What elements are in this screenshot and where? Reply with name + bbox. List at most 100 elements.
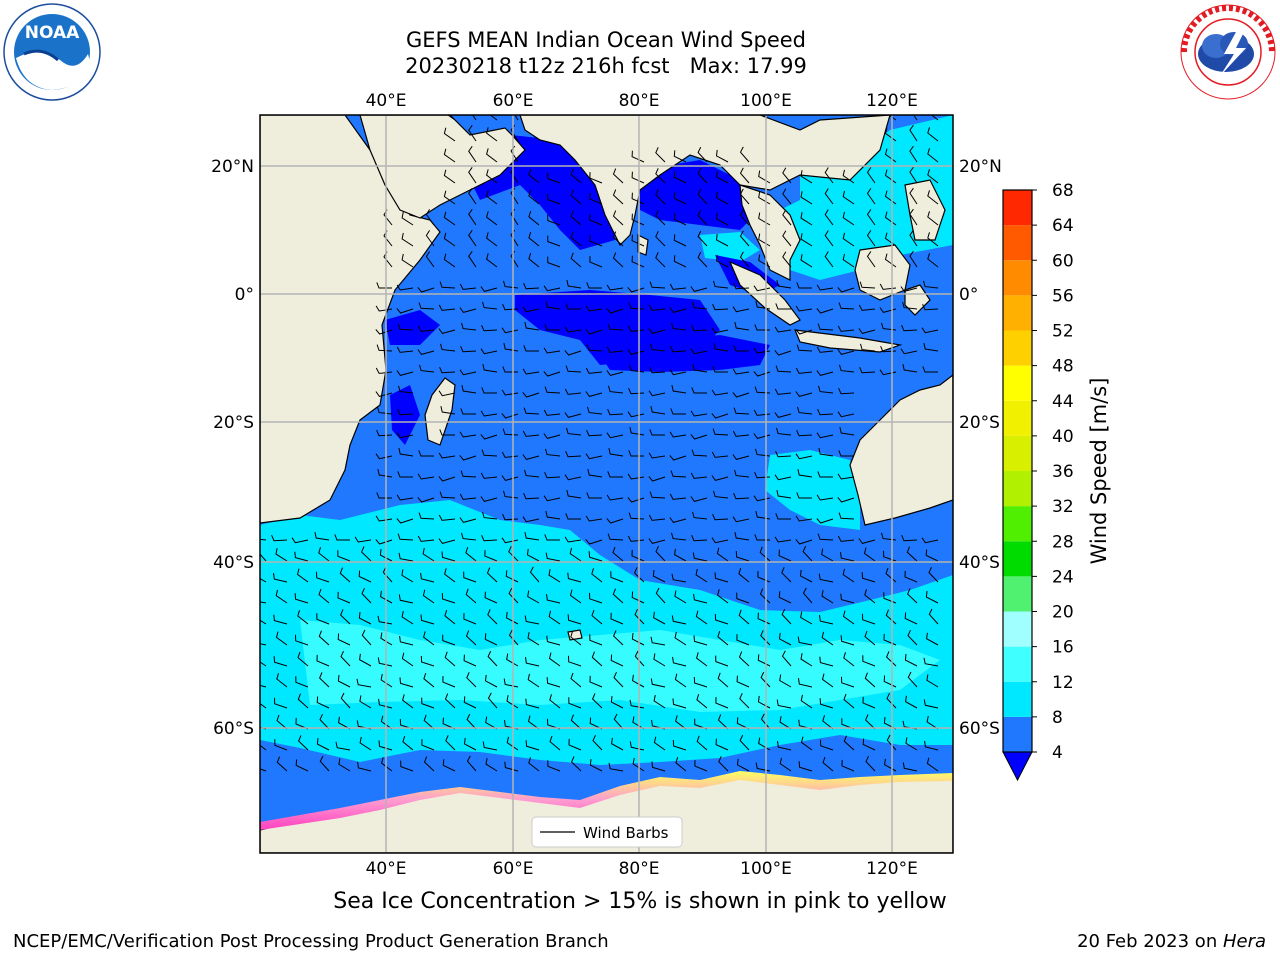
wind-barb xyxy=(669,283,687,290)
wind-barb xyxy=(840,635,855,646)
wind-barb xyxy=(380,632,393,646)
wind-barb xyxy=(273,573,288,583)
wind-barb xyxy=(732,454,750,460)
wind-barb xyxy=(865,714,876,730)
wind-barb xyxy=(585,305,603,312)
colorbar-tick-label: 12 xyxy=(1052,673,1074,693)
wind-barb xyxy=(799,569,813,583)
wind-band-12-16 xyxy=(300,620,940,712)
wind-barb xyxy=(587,406,603,415)
wind-barb xyxy=(354,536,372,543)
wind-barb xyxy=(632,674,645,688)
wind-barb xyxy=(631,591,645,604)
wind-barb xyxy=(739,209,750,226)
colorbar-tick-label: 44 xyxy=(1052,392,1074,412)
wind-barb xyxy=(466,713,477,730)
wind-barb xyxy=(648,390,666,397)
wind-barb xyxy=(839,364,855,373)
wind-barb xyxy=(819,698,834,709)
wind-barb xyxy=(438,390,456,397)
wind-barb xyxy=(425,230,435,247)
wind-barb xyxy=(631,549,645,562)
wind-barb xyxy=(585,515,603,522)
wind-barb xyxy=(774,350,792,356)
wind-barb xyxy=(589,214,603,226)
colorbar-tick-label: 16 xyxy=(1052,638,1074,658)
wind-barb xyxy=(673,255,687,268)
wind-barb xyxy=(800,653,813,667)
wind-barb xyxy=(716,547,729,562)
wind-barb xyxy=(508,629,519,646)
wind-barb xyxy=(525,740,540,751)
land-sri-lanka xyxy=(637,234,649,256)
wind-barb xyxy=(612,168,624,184)
wind-barb xyxy=(589,634,603,646)
wind-barb xyxy=(463,696,477,709)
wind-barb xyxy=(631,633,645,646)
wind-barb xyxy=(545,448,561,457)
wind-barb xyxy=(443,127,456,142)
wind-barb xyxy=(544,472,561,479)
wind-barb xyxy=(418,450,434,457)
wind-barb xyxy=(545,552,561,562)
wind-barb xyxy=(610,696,624,709)
wind-barb xyxy=(439,281,456,289)
wind-barb xyxy=(439,367,456,374)
wind-barb xyxy=(795,305,813,312)
land-india-asia xyxy=(519,115,891,247)
wind-barb xyxy=(260,744,267,751)
wind-barb xyxy=(690,410,708,417)
wind-barb xyxy=(926,674,939,688)
wind-barb xyxy=(696,693,708,709)
wind-barb xyxy=(900,286,918,292)
calm-patch-bengal xyxy=(640,160,760,230)
wind-barb xyxy=(608,762,624,772)
wind-barb xyxy=(377,468,393,478)
wind-barb xyxy=(276,756,288,772)
wind-barb xyxy=(802,545,813,562)
wind-barb xyxy=(528,210,540,226)
wind-barb xyxy=(468,251,477,268)
wind-barb xyxy=(459,455,477,461)
bottom-lon-label-60E: 60°E xyxy=(493,859,534,879)
wind-barb xyxy=(361,587,372,604)
wind-barb xyxy=(907,629,918,646)
wind-barb xyxy=(776,279,792,289)
wind-barb xyxy=(524,615,540,625)
wind-barb xyxy=(715,697,729,709)
wind-barb xyxy=(650,405,666,415)
wind-barb xyxy=(634,650,645,667)
wind-barb xyxy=(589,717,603,730)
colorbar-bin xyxy=(1003,365,1032,401)
footer-date-host: 20 Feb 2023 on Hera xyxy=(1077,931,1266,952)
wind-barb xyxy=(690,286,708,292)
wind-barb xyxy=(866,167,876,184)
wind-barb xyxy=(486,169,498,184)
wind-barb xyxy=(674,548,687,562)
wind-barb xyxy=(399,677,414,688)
wind-barb xyxy=(631,213,645,226)
wind-barb xyxy=(319,755,330,772)
wind-barb xyxy=(463,613,477,625)
wind-barb xyxy=(922,304,939,311)
wind-barb xyxy=(486,211,498,226)
wind-barb xyxy=(627,287,645,293)
wind-barb xyxy=(546,594,561,604)
wind-barb xyxy=(397,471,413,478)
wind-barb xyxy=(648,514,666,521)
wind-barb xyxy=(527,590,540,604)
wind-barb xyxy=(591,568,603,583)
graticule xyxy=(260,115,953,853)
land-borneo xyxy=(854,244,911,301)
wind-barb xyxy=(732,516,750,523)
wind-barb xyxy=(486,567,498,583)
wind-barb xyxy=(565,513,581,520)
wind-barb xyxy=(401,652,414,667)
wind-barb xyxy=(717,672,729,688)
wind-barb xyxy=(549,735,561,751)
wind-barb xyxy=(274,739,288,751)
wind-barb xyxy=(544,534,560,541)
wind-barb xyxy=(901,325,918,332)
wind-barb xyxy=(837,349,855,355)
wind-barb xyxy=(316,738,330,751)
